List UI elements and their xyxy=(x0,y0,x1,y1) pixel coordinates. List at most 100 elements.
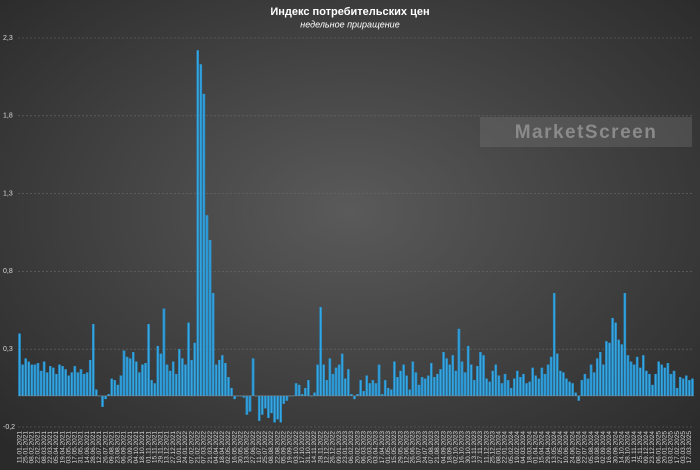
bar xyxy=(178,349,181,397)
bar xyxy=(528,381,531,397)
bar xyxy=(276,395,279,420)
x-tick-label: 18.04.2022 xyxy=(219,431,226,464)
bar xyxy=(512,378,516,397)
x-tick-label: 22.03.2021 xyxy=(47,431,54,464)
bar xyxy=(500,383,504,397)
bar xyxy=(589,364,593,397)
x-tick-label: 03.03.2025 xyxy=(680,431,687,464)
chart-subtitle: недельное приращение xyxy=(300,19,399,29)
x-tick-label: 13.06.2022 xyxy=(244,431,251,464)
bar xyxy=(552,293,556,397)
bar xyxy=(691,378,694,397)
bar xyxy=(248,395,252,412)
x-tick-label: 07.02.2022 xyxy=(188,431,195,464)
x-tick-label: 06.01.2025 xyxy=(655,431,662,464)
bar xyxy=(568,381,571,397)
x-tick-label: 24.06.2024 xyxy=(569,431,576,464)
bar xyxy=(205,215,209,397)
x-tick-label: 21.03.2022 xyxy=(207,431,214,464)
bar xyxy=(224,363,227,397)
bar xyxy=(654,373,657,397)
bar xyxy=(147,324,150,397)
bar xyxy=(611,317,614,397)
bar xyxy=(423,378,427,397)
bar xyxy=(267,395,270,418)
bar xyxy=(359,380,362,397)
bar xyxy=(383,380,387,397)
x-tick-label: 21.02.2022 xyxy=(194,431,201,464)
x-tick-label: 19.09.2022 xyxy=(287,431,294,464)
x-tick-label: 31.05.2021 xyxy=(78,431,85,464)
x-tick-label: 14.11.2022 xyxy=(311,431,318,463)
plot-area: -0,20,30,81,31,82,311.01.2021 25.01.2021 0… xyxy=(3,35,694,464)
bar xyxy=(426,375,430,397)
bar xyxy=(313,392,316,397)
bar xyxy=(156,345,160,397)
bar xyxy=(199,64,203,397)
bar xyxy=(294,383,298,397)
x-tick-label: 29.11.2021 xyxy=(158,431,165,463)
bar xyxy=(328,358,332,397)
x-tick-label: 20.03.2023 xyxy=(367,431,374,464)
bar xyxy=(485,378,488,397)
x-tick-label: 05.08.2024 xyxy=(588,431,595,464)
x-tick-label: 30.10.2023 xyxy=(465,431,472,464)
x-tick-label: 22.07.2024 xyxy=(582,431,589,464)
bar xyxy=(153,383,156,397)
bar xyxy=(85,372,89,397)
x-tick-label: 23.12.2024 xyxy=(649,431,656,464)
x-tick-label: 09.08.2021 xyxy=(108,431,115,464)
bar xyxy=(436,373,439,397)
x-tick-label: 28.11.2022 xyxy=(317,431,324,463)
x-tick-label: 22.02.2021 xyxy=(35,431,42,464)
bar xyxy=(18,333,21,397)
x-tick-label: 25.12.2023 xyxy=(489,431,496,464)
bar xyxy=(64,369,67,397)
x-tick-label: 07.08.2023 xyxy=(428,431,435,464)
x-tick-label: 01.04.2024 xyxy=(532,431,539,464)
chart-title: Индекс потребительских цен xyxy=(270,6,429,18)
bar xyxy=(393,361,396,397)
bar xyxy=(516,370,519,397)
bar xyxy=(297,384,301,397)
bar xyxy=(638,367,642,397)
bar xyxy=(362,391,365,397)
x-tick-label: 24.01.2022 xyxy=(182,431,189,464)
x-tick-label: 26.07.2021 xyxy=(102,431,109,464)
bar xyxy=(494,364,498,397)
bar xyxy=(122,350,126,397)
bar xyxy=(445,358,448,397)
bar xyxy=(675,387,679,397)
bar xyxy=(531,367,534,397)
bar xyxy=(473,380,476,397)
bar xyxy=(479,352,482,397)
bar xyxy=(36,363,40,397)
x-tick-label: 01.05.2023 xyxy=(385,431,392,464)
bar xyxy=(685,375,688,397)
bar xyxy=(49,366,52,397)
bar xyxy=(469,364,473,397)
bar xyxy=(617,339,620,397)
bar xyxy=(202,93,206,397)
bar xyxy=(396,377,399,397)
bar xyxy=(279,395,282,423)
y-tick-label: 0,8 xyxy=(3,268,13,275)
x-tick-label: 27.06.2022 xyxy=(250,431,257,464)
bar xyxy=(92,324,95,397)
bar xyxy=(559,370,562,397)
bar xyxy=(681,378,685,397)
x-tick-label: 25.07.2022 xyxy=(262,431,269,464)
bar xyxy=(688,380,691,397)
bar xyxy=(21,364,24,397)
x-tick-label: 07.03.2022 xyxy=(201,431,208,464)
bar xyxy=(110,378,113,397)
bar xyxy=(537,378,541,397)
x-tick-label: 19.02.2024 xyxy=(514,431,521,464)
x-tick-label: 15.11.2021 xyxy=(151,431,158,463)
bar xyxy=(374,383,378,397)
bar xyxy=(411,361,415,397)
bar xyxy=(417,384,421,397)
bar xyxy=(368,383,372,397)
x-tick-label: 22.01.2024 xyxy=(502,431,509,464)
bar xyxy=(599,352,602,397)
